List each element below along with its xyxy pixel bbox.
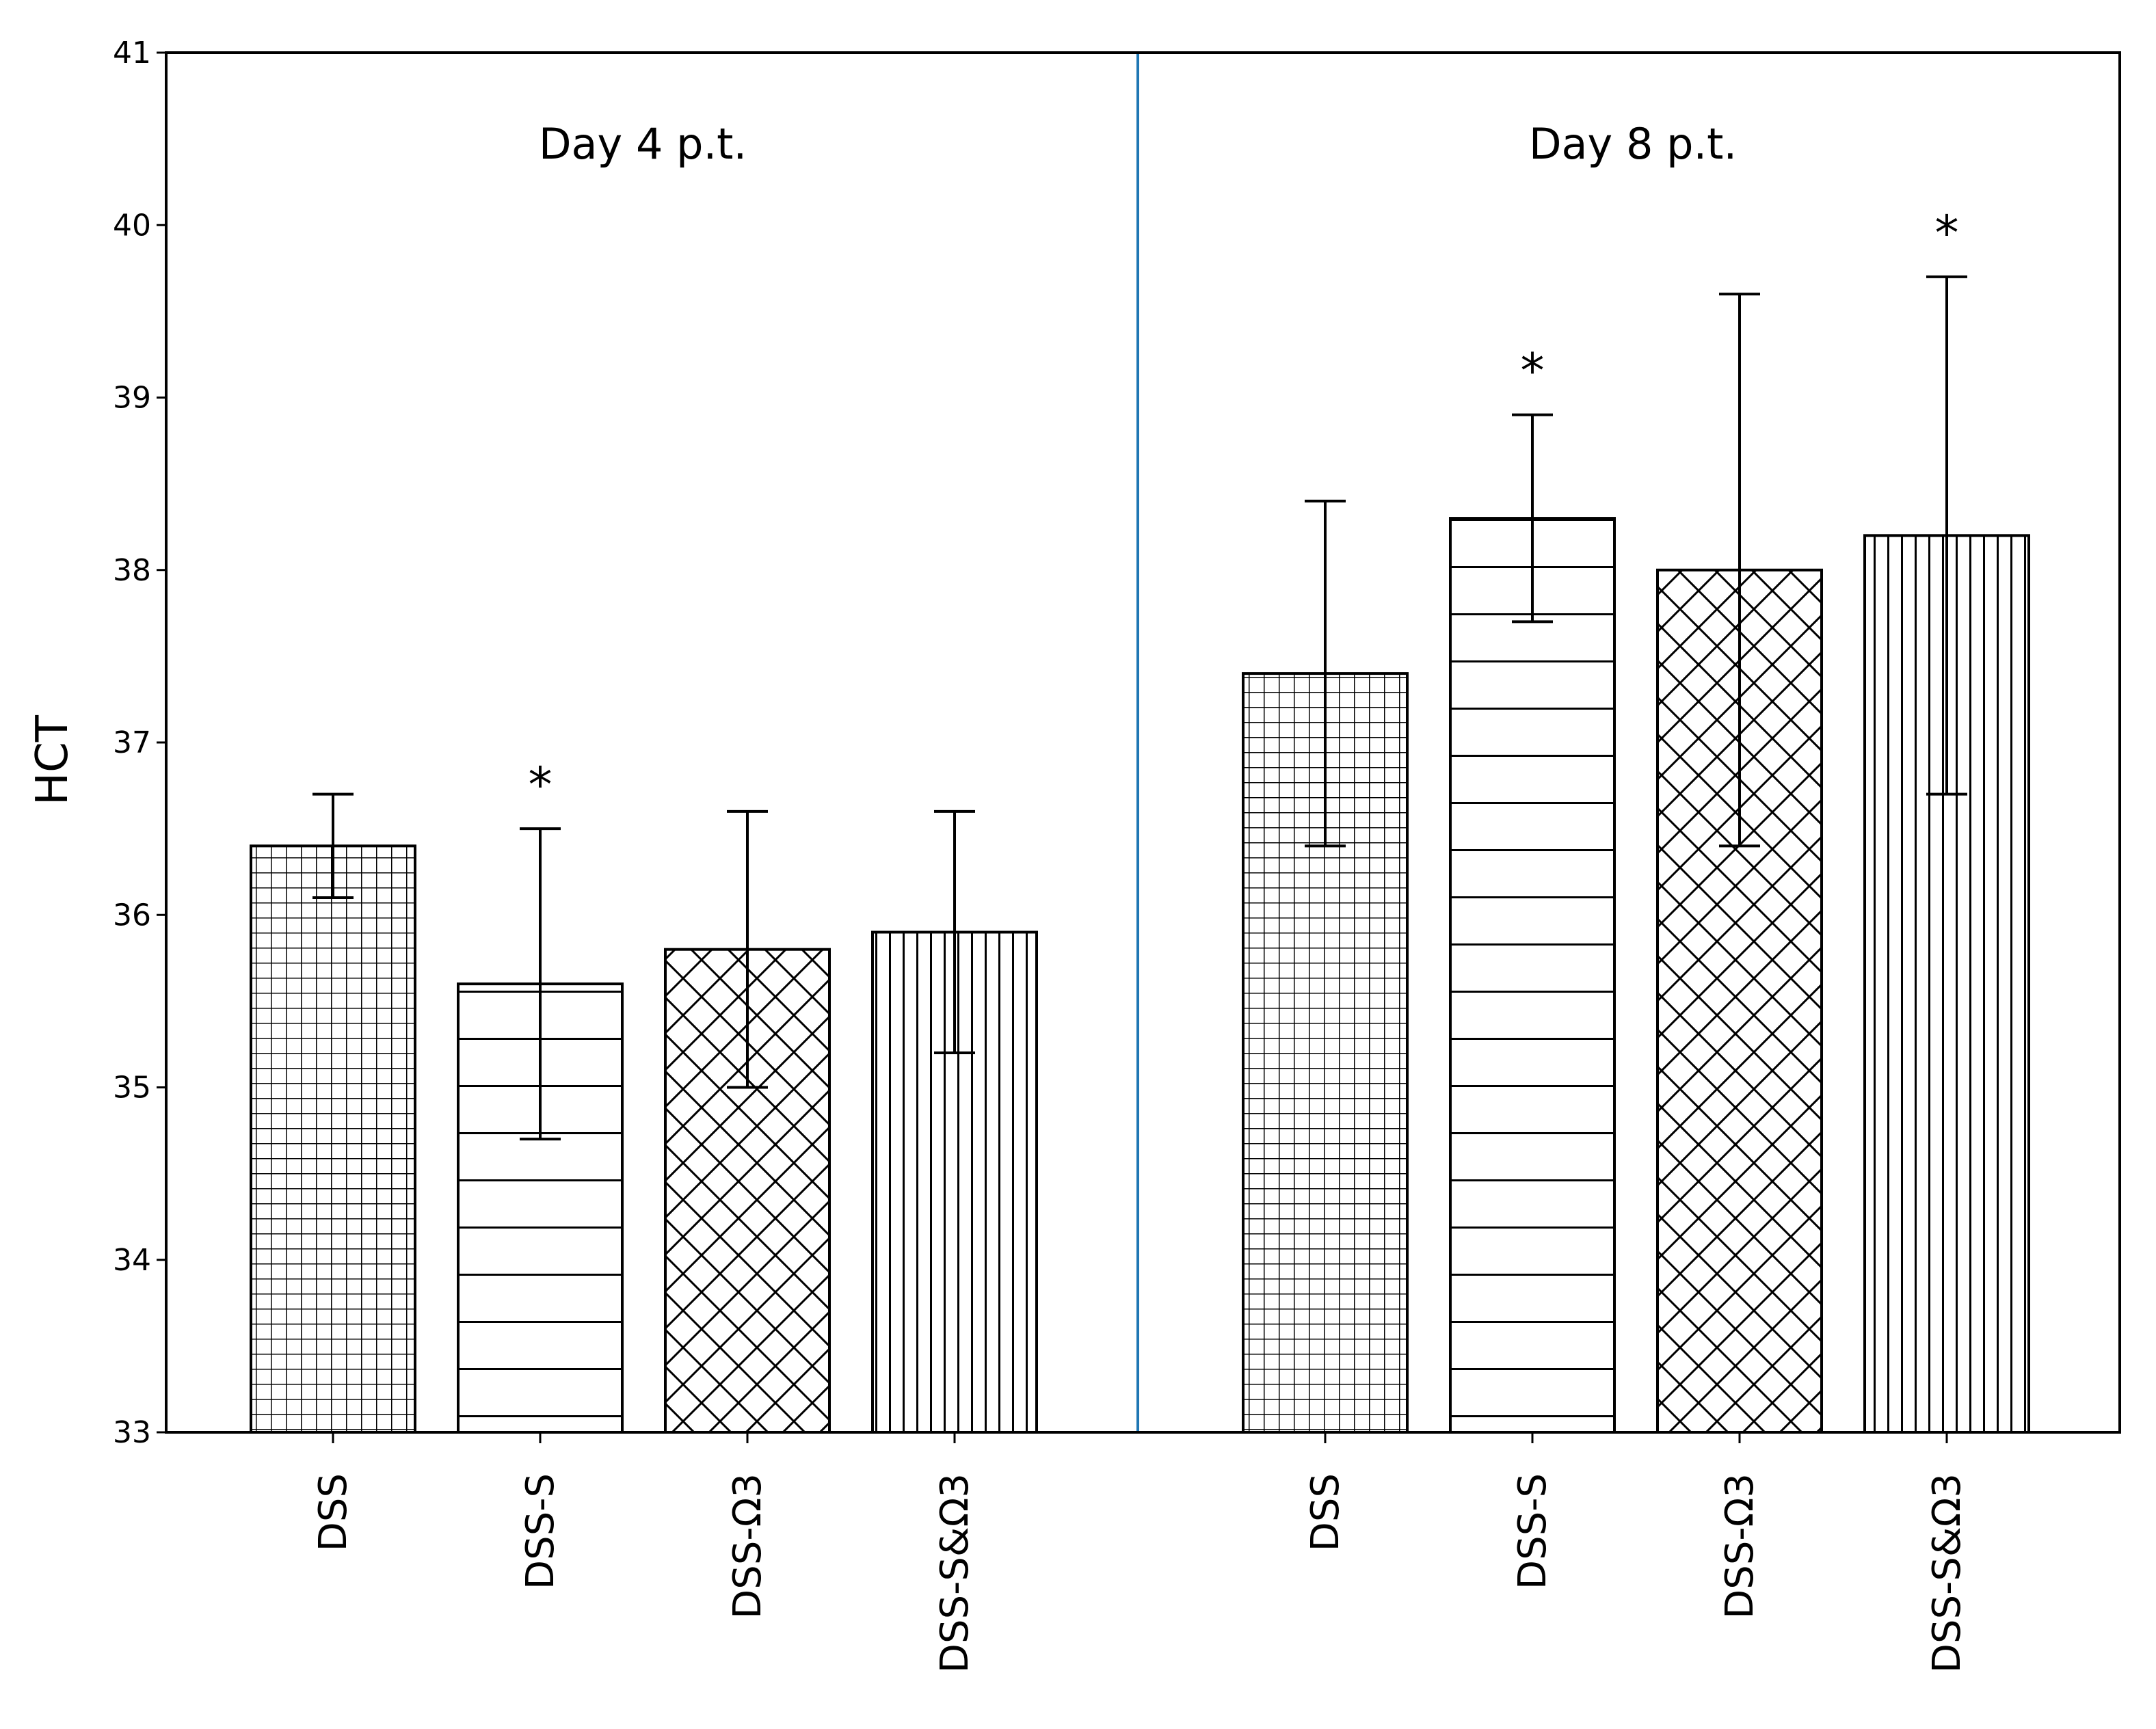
- x-tick-label: DSS: [311, 1473, 356, 1551]
- y-tick-label: 38: [113, 553, 151, 588]
- x-tick-label: DSS-Ω3: [1718, 1473, 1762, 1619]
- x-tick-label: DSS: [1303, 1473, 1348, 1551]
- y-axis-label: HCT: [27, 714, 78, 805]
- x-tick-label: DSS-S: [518, 1473, 563, 1590]
- y-tick-label: 36: [113, 898, 151, 933]
- y-tick-label: 39: [113, 381, 151, 416]
- plot-frame: [165, 51, 2121, 1434]
- x-tick-label: DSS-S&Ω3: [933, 1473, 977, 1673]
- y-tick-label: 34: [113, 1243, 151, 1278]
- y-tick-label: 35: [113, 1071, 151, 1105]
- panel-label: Day 8 p.t.: [1529, 119, 1737, 169]
- significance-marker: *: [529, 757, 553, 813]
- significance-marker: *: [1935, 205, 1959, 261]
- x-tick-label: DSS-S: [1510, 1473, 1555, 1590]
- x-tick-label: DSS-Ω3: [726, 1473, 770, 1619]
- significance-marker: *: [1521, 343, 1545, 399]
- panel-label: Day 4 p.t.: [539, 119, 747, 169]
- y-tick-label: 33: [113, 1415, 151, 1450]
- y-tick-label: 37: [113, 725, 151, 760]
- y-tick-label: 40: [113, 208, 151, 243]
- x-tick-label: DSS-S&Ω3: [1925, 1473, 1969, 1673]
- bar: [1449, 517, 1616, 1434]
- y-tick-label: 41: [113, 36, 151, 70]
- bar: [250, 844, 416, 1434]
